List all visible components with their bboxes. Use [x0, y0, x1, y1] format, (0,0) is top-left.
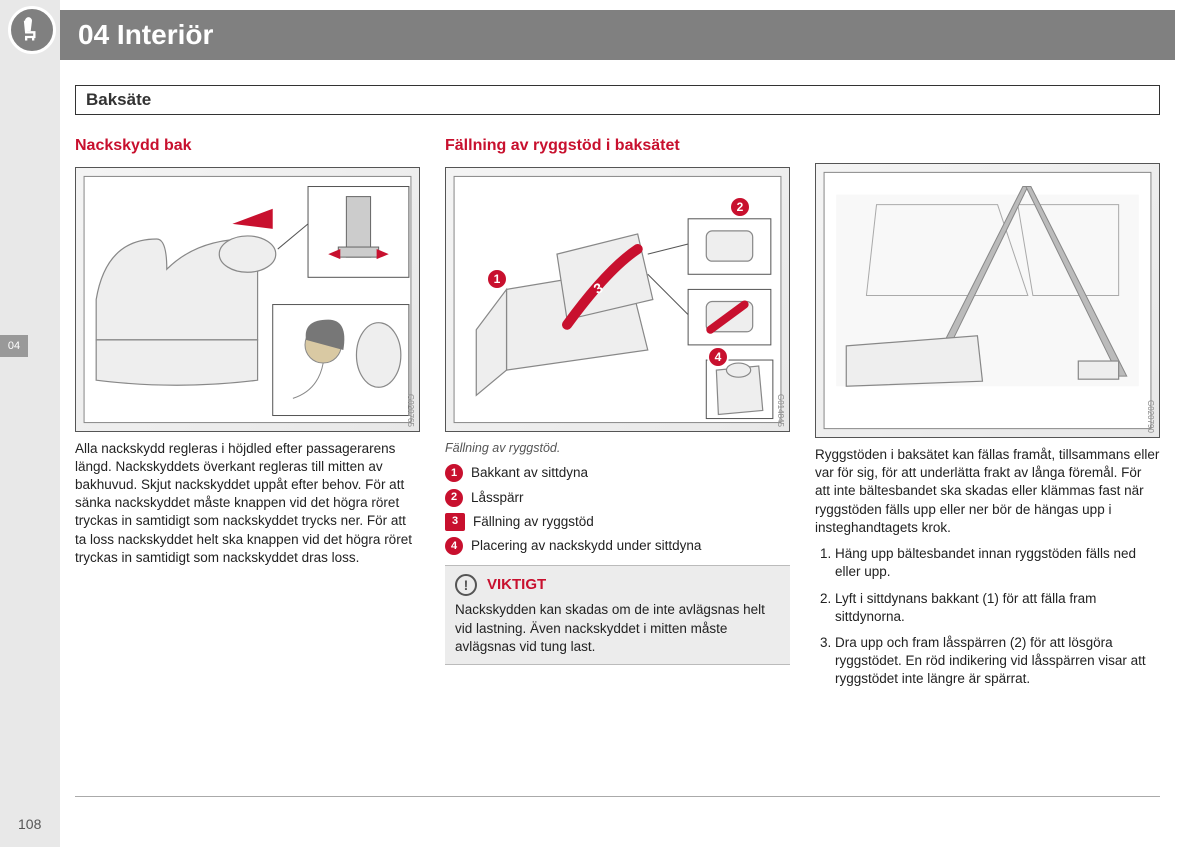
step-3: Dra upp och fram låsspärren (2) för att …: [835, 634, 1160, 689]
section-title: Baksäte: [75, 85, 1160, 115]
legend-item: 1 Bakkant av sittdyna: [445, 464, 790, 482]
important-title: VIKTIGT: [487, 575, 546, 595]
col3-image-code: G020790: [1144, 400, 1155, 433]
badge-3: 3: [445, 513, 465, 531]
badge-2: 2: [445, 489, 463, 507]
callout-4: 4: [707, 346, 729, 368]
badge-1: 1: [445, 464, 463, 482]
legend-text: Låsspärr: [471, 489, 524, 507]
legend-text: Placering av nackskydd under sittdyna: [471, 537, 701, 555]
column-2: Fällning av ryggstöd i baksätet 3: [445, 135, 790, 697]
page-number: 108: [18, 816, 41, 832]
col3-steps: Häng upp bältesbandet innan ryggstöden f…: [815, 545, 1160, 689]
legend-item: 4 Placering av nackskydd under sittdyna: [445, 537, 790, 555]
numbered-legend: 1 Bakkant av sittdyna 2 Låsspärr 3 Fällning…: [445, 464, 790, 555]
legend-text: Fällning av ryggstöd: [473, 513, 594, 531]
important-body: Nackskydden kan skadas om de inte avlägs…: [455, 601, 780, 656]
col1-illustration: G020765: [75, 167, 420, 432]
step-1: Häng upp bältesbandet innan ryggstöden f…: [835, 545, 1160, 581]
seat-icon: [8, 6, 56, 54]
chapter-header: 04 Interiör: [60, 10, 1175, 60]
bottom-rule: [75, 796, 1160, 797]
warning-icon: !: [455, 574, 477, 596]
important-header: ! VIKTIGT: [455, 574, 780, 596]
badge-4: 4: [445, 537, 463, 555]
side-tab: 04: [0, 335, 28, 357]
step-2: Lyft i sittdynans bakkant (1) för att fä…: [835, 590, 1160, 626]
column-1: Nackskydd bak: [75, 135, 420, 697]
content-area: Nackskydd bak: [75, 135, 1160, 697]
chapter-title: 04 Interiör: [78, 19, 213, 51]
legend-item: 3 Fällning av ryggstöd: [445, 513, 790, 531]
callout-1: 1: [486, 268, 508, 290]
col3-illustration: G020790: [815, 163, 1160, 438]
col1-heading: Nackskydd bak: [75, 135, 420, 157]
col2-image-code: G014845: [774, 394, 785, 427]
important-box: ! VIKTIGT Nackskydden kan skadas om de i…: [445, 565, 790, 665]
col3-body: Ryggstöden i baksätet kan fällas framåt,…: [815, 446, 1160, 537]
col2-illustration: 3 G014845 1: [445, 167, 790, 432]
legend-text: Bakkant av sittdyna: [471, 464, 588, 482]
left-margin: 04 108: [0, 0, 60, 847]
col1-body: Alla nackskydd regleras i höjdled efter …: [75, 440, 420, 568]
column-3: G020790 Ryggstöden i baksätet kan fällas…: [815, 135, 1160, 697]
col2-heading: Fällning av ryggstöd i baksätet: [445, 135, 790, 157]
callout-2: 2: [729, 196, 751, 218]
col1-image-code: G020765: [404, 394, 415, 427]
col2-caption: Fällning av ryggstöd.: [445, 440, 790, 457]
legend-item: 2 Låsspärr: [445, 489, 790, 507]
